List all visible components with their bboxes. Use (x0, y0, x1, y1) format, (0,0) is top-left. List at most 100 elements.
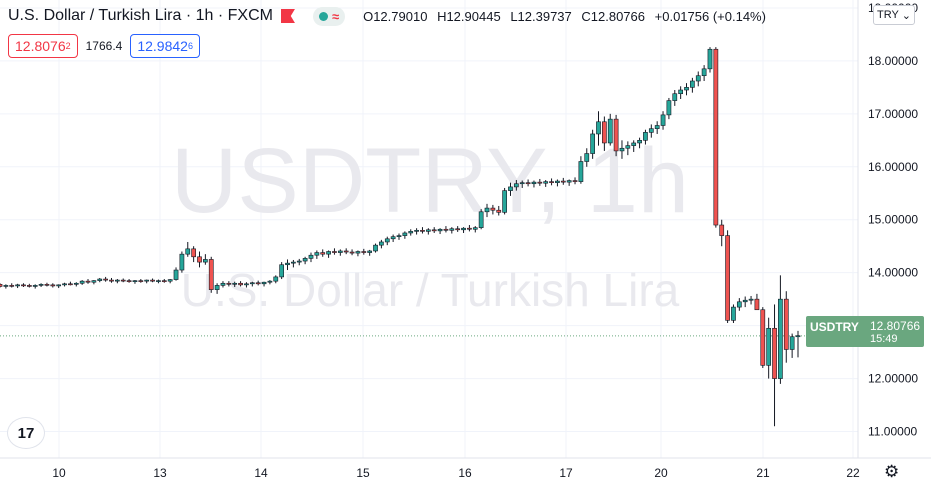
candle-body (68, 283, 73, 286)
candle-body (126, 280, 132, 282)
candle-body (161, 280, 167, 282)
status-pill[interactable]: ≈ (312, 6, 346, 26)
candle-body (783, 298, 789, 350)
candle-body (437, 228, 443, 232)
candle-body (731, 306, 736, 321)
candle-body (736, 301, 742, 308)
candle-body (220, 282, 226, 286)
watermark-symbol: USDTRY, 1h (171, 130, 689, 232)
candle-body (490, 207, 496, 211)
candle-body (144, 279, 150, 282)
high-value: H12.90445 (437, 8, 501, 24)
open-value: O12.79010 (363, 8, 428, 24)
x-tick-label: 14 (254, 466, 268, 480)
candle-body (695, 75, 701, 82)
candle-body (496, 209, 502, 213)
candle-body (367, 250, 373, 253)
candle-body (760, 309, 766, 366)
candle-body (772, 327, 777, 379)
candle-body (555, 180, 560, 183)
candle-body (291, 261, 296, 264)
candle-body (607, 118, 613, 144)
x-tick-label: 20 (654, 466, 668, 480)
candle-body (478, 211, 484, 228)
gear-icon[interactable]: ⚙ (884, 462, 900, 481)
candle-body (390, 236, 396, 240)
candle-body (197, 256, 202, 263)
candle-body (255, 282, 261, 285)
candle-body (660, 114, 666, 126)
candle-body (572, 180, 578, 182)
candle-body (631, 142, 637, 146)
candle-body (208, 259, 214, 290)
candle-body (778, 298, 783, 379)
x-tick-label: 15 (356, 466, 370, 480)
candle-body (625, 145, 631, 149)
spread-value: 1766.4 (85, 39, 123, 53)
candle-body (232, 282, 238, 285)
candle-body (15, 284, 20, 287)
candle-body (420, 230, 425, 232)
sell-price: 12.8076 (15, 38, 66, 54)
candle-body (408, 231, 414, 234)
candle-body (748, 298, 754, 301)
candle-body (725, 235, 730, 321)
candle-body (138, 280, 144, 282)
candles-series (0, 47, 801, 427)
candle-body (97, 278, 103, 281)
candle-body (56, 284, 62, 287)
candle-body (167, 279, 173, 282)
candle-body (596, 121, 601, 135)
candle-body (379, 241, 384, 246)
buy-button[interactable]: 12.9842 6 (130, 34, 200, 58)
tradingview-logo[interactable]: 17 (8, 418, 44, 448)
candle-body (50, 284, 56, 287)
candle-body (156, 280, 161, 282)
y-tick-label: 17.00000 (868, 107, 918, 121)
currency-select[interactable]: TRY ⌄ (873, 5, 915, 25)
low-value: L12.39737 (510, 8, 572, 24)
candle-body (179, 253, 185, 271)
flag-icon[interactable] (280, 9, 295, 23)
candle-body (238, 282, 243, 286)
candle-body (267, 280, 273, 283)
logo-text: 17 (17, 424, 35, 442)
candle-body (643, 132, 648, 141)
price-axis[interactable]: 11.0000012.0000013.0000014.0000015.00000… (868, 1, 918, 439)
candle-body (543, 181, 549, 184)
watermark-description: U.S. Dollar / Turkish Lira (181, 264, 680, 316)
time-axis[interactable]: 10 13 14 15 16 17 20 21 22 (52, 466, 860, 480)
candle-body (502, 190, 507, 213)
trade-buttons: 12.8076 2 1766.4 12.9842 6 (8, 34, 200, 58)
currency-select-value: TRY (876, 9, 899, 21)
candle-body (637, 140, 642, 144)
candle-body (261, 281, 267, 285)
candle-body (32, 285, 38, 287)
candle-body (560, 180, 566, 183)
candle-body (273, 276, 279, 282)
candle-body (425, 229, 431, 232)
price-tag-price: 12.80766 (870, 319, 921, 333)
candle-body (332, 251, 337, 253)
legend-header: U.S. Dollar / Turkish Lira · 1h · FXCM ≈… (8, 5, 772, 27)
y-tick-label: 15.00000 (868, 213, 918, 227)
candle-body (654, 125, 660, 129)
change-value: +0.01756 (+0.14%) (654, 8, 766, 24)
candle-body (402, 232, 408, 236)
candle-body (343, 250, 349, 253)
ohlc-values: O12.79010 H12.90445 L12.39737 C12.80766 … (363, 9, 772, 24)
close-value: C12.80766 (581, 8, 646, 24)
sell-button[interactable]: 12.8076 2 (8, 34, 78, 58)
y-tick-label: 12.00000 (868, 372, 918, 386)
candle-body (120, 279, 126, 282)
candle-body (91, 280, 97, 283)
candle-body (173, 269, 179, 280)
symbol-title[interactable]: U.S. Dollar / Turkish Lira · 1h · FXCM (8, 7, 273, 24)
candle-body (701, 68, 707, 77)
candle-body (384, 238, 390, 243)
candle-body (795, 335, 801, 338)
candle-body (191, 248, 196, 258)
candle-body (109, 279, 114, 282)
